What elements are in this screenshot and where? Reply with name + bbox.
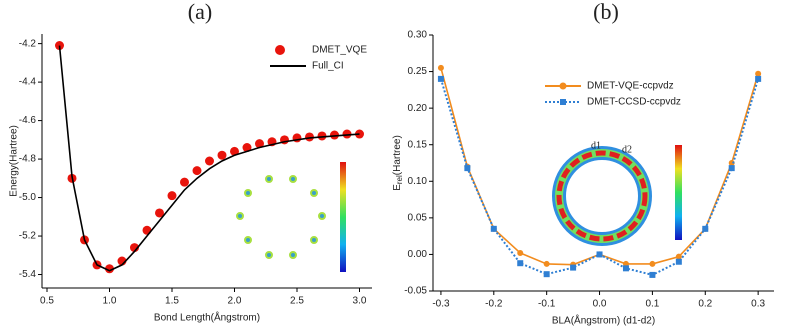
data-point <box>317 131 327 141</box>
x-tick-label: 0.1 <box>645 299 659 310</box>
y-tick-label: -5.4 <box>19 269 37 280</box>
series-line <box>58 45 360 272</box>
x-tick-label: 1.0 <box>103 296 117 307</box>
inset-density <box>552 145 682 246</box>
y-tick-label: 0.10 <box>408 176 428 187</box>
data-point <box>230 146 239 156</box>
y-tick-label: -5.2 <box>19 231 37 242</box>
data-point <box>180 177 189 187</box>
x-tick-label: 0.0 <box>593 299 607 310</box>
y-tick-label: 0.00 <box>408 249 428 260</box>
annotation: d1 <box>591 140 601 151</box>
y-axis-label-part: E <box>392 184 403 191</box>
inset-molecule <box>236 162 346 272</box>
data-point <box>217 150 227 160</box>
data-point <box>675 258 682 265</box>
legend-marker <box>560 99 566 105</box>
y-tick-label: 0.25 <box>408 66 428 77</box>
legend-label: DMET_VQE <box>312 45 367 56</box>
data-point <box>255 139 264 149</box>
data-point <box>755 75 762 82</box>
y-tick-label: 0.20 <box>408 103 428 114</box>
legend-label: Full_CI <box>312 61 344 72</box>
data-point <box>437 75 444 82</box>
x-tick-label: 0.5 <box>40 296 54 307</box>
x-tick-label: 1.5 <box>165 296 179 307</box>
x-tick-label: 0.3 <box>751 299 765 310</box>
data-point <box>755 70 762 77</box>
data-point <box>105 264 114 274</box>
data-point <box>649 260 656 267</box>
y-tick-label: -0.05 <box>404 286 427 297</box>
x-tick-label: 2.0 <box>228 296 242 307</box>
data-point <box>464 165 471 172</box>
y-tick-label: -4.2 <box>19 38 37 49</box>
data-point <box>192 166 202 176</box>
data-point <box>622 265 629 272</box>
y-tick-label: -5.0 <box>19 192 37 203</box>
data-point <box>596 251 603 258</box>
x-tick-label: -0.2 <box>485 299 503 310</box>
y-axis-label: Energy(Hartree) <box>9 125 20 197</box>
data-point <box>242 143 252 153</box>
y-axis-label: Erel(Hartree) <box>392 135 404 191</box>
legend-marker <box>559 82 567 90</box>
y-axis-label-part: rel <box>395 175 404 184</box>
panel-title: (b) <box>593 0 619 24</box>
data-point <box>305 132 314 142</box>
x-tick-label: -0.1 <box>538 299 556 310</box>
y-tick-label: 0.05 <box>408 212 428 223</box>
panel-title: (a) <box>188 0 212 24</box>
data-point <box>517 260 524 267</box>
legend-label: DMET-VQE-ccpvdz <box>587 81 674 92</box>
annotation: d2 <box>622 144 632 155</box>
data-point <box>330 130 339 140</box>
data-point <box>517 249 524 256</box>
data-point <box>570 264 577 271</box>
data-point <box>205 156 214 166</box>
y-axis-label-part: (Hartree) <box>392 135 403 175</box>
data-point <box>167 191 177 201</box>
data-point <box>702 225 709 232</box>
x-tick-label: 0.2 <box>698 299 712 310</box>
data-point <box>649 271 656 278</box>
y-tick-label: 0.30 <box>408 30 428 41</box>
y-tick-label: -4.6 <box>19 115 37 126</box>
y-tick-label: 0.15 <box>408 139 428 150</box>
data-point <box>155 208 164 218</box>
x-axis-label: Bond Length(Ångstrom) <box>154 311 260 324</box>
x-tick-label: 2.5 <box>290 296 304 307</box>
data-point <box>490 225 497 232</box>
x-tick-label: 3.0 <box>353 296 367 307</box>
data-point <box>675 253 682 260</box>
y-tick-label: -4.4 <box>19 77 37 88</box>
data-point <box>543 271 550 278</box>
data-point <box>543 260 550 267</box>
data-point <box>728 165 735 172</box>
legend-label: DMET-CCSD-ccpvdz <box>587 97 681 108</box>
data-point <box>437 64 444 71</box>
x-tick-label: -0.3 <box>432 299 450 310</box>
y-tick-label: -4.8 <box>19 154 37 165</box>
x-axis-label: BLA(Ångstrom) (d1-d2) <box>552 314 655 327</box>
legend-marker <box>275 45 285 55</box>
data-point <box>342 129 352 139</box>
